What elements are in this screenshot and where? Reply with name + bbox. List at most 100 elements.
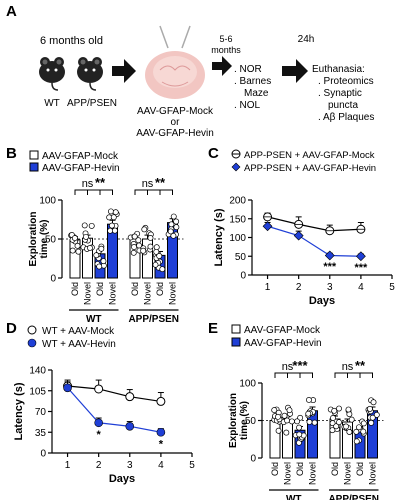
group-label: APP/PSEN xyxy=(328,494,379,500)
data-point xyxy=(167,228,174,235)
age-label: 6 months old xyxy=(40,35,103,47)
data-point xyxy=(83,233,89,240)
x-axis-label: Days xyxy=(309,295,335,307)
data-point xyxy=(109,222,115,229)
data-point xyxy=(333,423,340,430)
x-tick-label: Old xyxy=(295,462,305,476)
data-point xyxy=(107,208,114,215)
data-point xyxy=(152,261,159,268)
data-point xyxy=(360,428,367,435)
x-axis-label: Days xyxy=(109,473,135,485)
significance-label: ns xyxy=(342,361,354,373)
data-point xyxy=(311,419,318,426)
panel-e-label: E xyxy=(208,320,218,337)
data-point xyxy=(140,247,147,254)
brain-icon xyxy=(145,25,205,99)
data-point xyxy=(131,244,137,250)
data-point xyxy=(87,244,93,251)
test-nol: . NOL xyxy=(234,100,261,111)
significance-bracket xyxy=(87,189,113,195)
x-tick-label: 1 xyxy=(65,460,71,471)
data-point xyxy=(275,413,281,420)
y-tick-label: 150 xyxy=(229,214,246,225)
data-point-hevin xyxy=(324,250,335,261)
y-axis-label-line1: Exploration xyxy=(228,393,239,448)
data-point xyxy=(283,429,290,436)
significance-label: ** xyxy=(155,175,166,190)
data-point xyxy=(329,427,336,434)
data-point xyxy=(305,396,312,403)
mouse-app-label: APP/PSEN xyxy=(67,98,117,109)
aav-line2: or xyxy=(171,117,181,128)
y-tick-label: 50 xyxy=(245,416,257,427)
data-point xyxy=(336,405,342,412)
data-point xyxy=(170,232,177,239)
series-line-mock xyxy=(67,385,161,403)
data-point xyxy=(286,407,293,414)
legend-marker-hevin xyxy=(27,338,37,348)
data-point xyxy=(156,253,163,259)
data-point-hevin xyxy=(156,427,166,437)
significance-label: *** xyxy=(354,262,368,274)
data-point xyxy=(69,247,76,254)
x-tick-label: 2 xyxy=(96,460,102,471)
legend-label-mock: AAV-GFAP-Mock xyxy=(244,325,321,336)
x-tick-label: 2 xyxy=(296,282,302,293)
data-point xyxy=(305,410,312,417)
data-point-hevin xyxy=(94,418,103,428)
panel-e: E AAV-GFAP-Mock AAV-GFAP-Hevin 0 50 100Exp… xyxy=(208,320,384,500)
panel-a: A 6 months old WT APP/PSEN xyxy=(6,3,374,139)
y-tick-label: 70 xyxy=(35,407,47,418)
wait1-line1: 5-6 xyxy=(219,34,232,44)
x-tick-label: Old xyxy=(130,282,140,296)
data-point xyxy=(353,438,360,445)
data-point-hevin xyxy=(63,383,72,393)
x-tick-label: 3 xyxy=(127,460,133,471)
data-point-mock xyxy=(156,396,166,406)
data-point xyxy=(356,424,362,431)
data-point xyxy=(360,420,367,427)
data-point xyxy=(112,209,119,216)
legend-label-mock: APP-PSEN + AAV-GFAP-Mock xyxy=(244,150,375,161)
data-point xyxy=(111,227,118,234)
data-point xyxy=(275,427,282,434)
arrow-icon xyxy=(282,59,308,83)
legend-swatch-hevin xyxy=(29,162,39,172)
bar xyxy=(282,420,293,459)
y-tick-label: 0 xyxy=(250,454,256,465)
y-tick-label: 50 xyxy=(45,235,57,246)
euth-plaques: . Aβ Plaques xyxy=(318,112,374,123)
panel-c-label: C xyxy=(208,145,219,162)
x-tick-label: Old xyxy=(330,462,340,476)
data-point xyxy=(96,263,103,270)
panel-d: D WT + AAV-Mock WT + AAV-Hevin 035701051… xyxy=(6,320,195,485)
data-point xyxy=(173,224,180,231)
euth-proteomics: . Proteomics xyxy=(318,76,374,87)
euth-synaptic: . Synaptic xyxy=(318,88,362,99)
data-point xyxy=(348,416,355,423)
x-tick-label: Novel xyxy=(308,462,318,485)
significance-label: ** xyxy=(95,175,106,190)
data-point-hevin xyxy=(355,251,366,262)
y-axis-label-line2: time (%) xyxy=(39,220,50,259)
significance-label: * xyxy=(97,429,102,441)
y-tick-label: 140 xyxy=(29,366,46,377)
panel-d-label: D xyxy=(6,320,17,337)
significance-label: ns xyxy=(142,178,154,190)
x-tick-label: Old xyxy=(95,282,105,296)
data-point xyxy=(100,258,107,265)
legend-marker-mock xyxy=(27,325,37,335)
bar xyxy=(269,420,281,459)
x-tick-label: 4 xyxy=(158,460,164,471)
significance-bracket xyxy=(147,189,173,195)
data-point xyxy=(296,431,303,438)
data-point xyxy=(288,418,295,425)
arrow-icon xyxy=(112,59,136,83)
data-point xyxy=(147,243,154,250)
mouse-wt-icon xyxy=(39,57,65,91)
series-line-hevin xyxy=(67,387,162,433)
x-tick-label: Old xyxy=(155,282,165,296)
x-tick-label: 4 xyxy=(358,282,364,293)
data-point xyxy=(159,266,166,273)
